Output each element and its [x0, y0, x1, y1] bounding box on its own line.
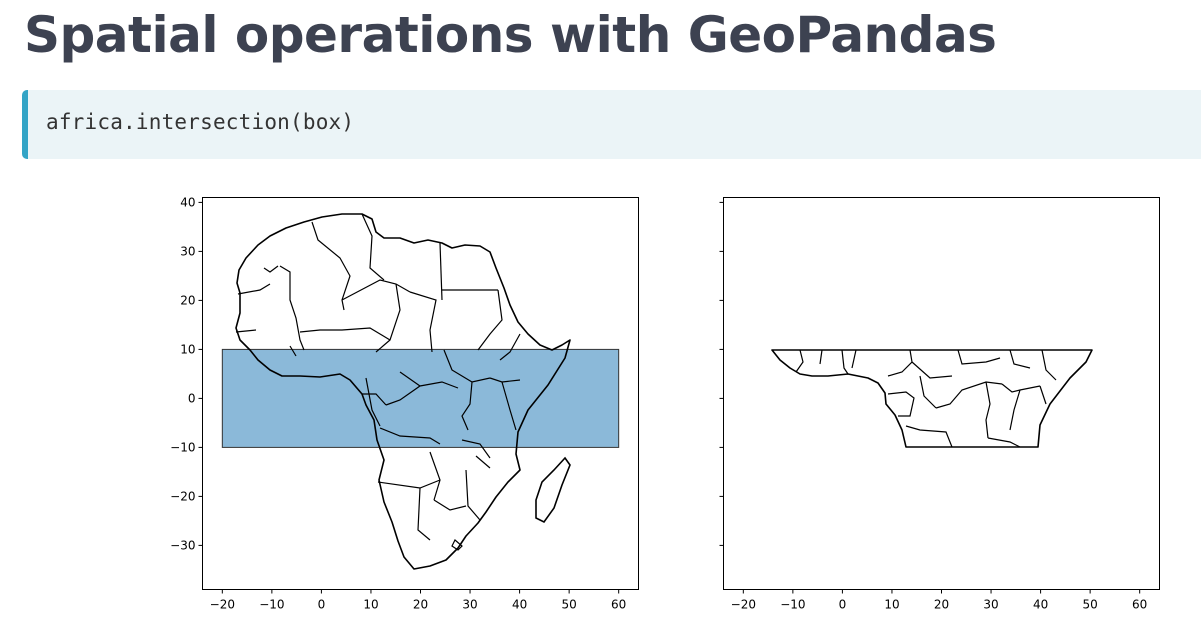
x-tick-label: 40 [512, 598, 527, 612]
code-text: africa.intersection(box) [46, 110, 355, 134]
x-tick-label: 30 [462, 598, 477, 612]
x-tick-label: 0 [839, 598, 847, 612]
y-tick-label: −10 [170, 440, 195, 454]
y-tick-label: 40 [180, 195, 195, 209]
left-africa-outline [235, 213, 571, 570]
x-tick-label: 0 [318, 598, 326, 612]
x-tick-label: 20 [934, 598, 949, 612]
right-intersection-outline [771, 349, 1093, 448]
page-title: Spatial operations with GeoPandas [24, 6, 997, 64]
y-tick-label: −20 [170, 489, 195, 503]
y-tick-label: −30 [170, 538, 195, 552]
left-yticks: 40 30 20 10 0 −10 −20 −30 [170, 195, 203, 552]
right-borders [795, 349, 1057, 448]
left-xticks: −20 −10 0 10 20 30 40 50 60 [210, 589, 626, 612]
x-tick-label: 60 [611, 598, 626, 612]
figure: −20 −10 0 10 20 30 40 50 60 40 30 20 10 0 −10 −20 −30 [170, 195, 1160, 612]
left-axes: −20 −10 0 10 20 30 40 50 60 40 30 20 10 0 −10 −20 −30 [170, 195, 639, 612]
x-tick-label: 10 [363, 598, 378, 612]
x-tick-label: −10 [259, 598, 284, 612]
code-block: africa.intersection(box) [22, 90, 1201, 159]
x-tick-label: 50 [1082, 598, 1097, 612]
intersection-box [221, 348, 620, 448]
x-tick-label: 30 [983, 598, 998, 612]
x-tick-label: 20 [413, 598, 428, 612]
y-tick-label: 20 [180, 293, 195, 307]
x-tick-label: 10 [884, 598, 899, 612]
x-tick-label: −20 [210, 598, 235, 612]
y-tick-label: 30 [180, 244, 195, 258]
right-xticks: −20 −10 0 10 20 30 40 50 60 [731, 589, 1147, 612]
left-box [221, 348, 620, 448]
x-tick-label: −10 [780, 598, 805, 612]
x-tick-label: 50 [561, 598, 576, 612]
x-tick-label: 40 [1033, 598, 1048, 612]
x-tick-label: 60 [1132, 598, 1147, 612]
y-tick-label: 0 [188, 391, 196, 405]
left-madagascar [535, 456, 571, 524]
left-borders [235, 213, 521, 551]
x-tick-label: −20 [731, 598, 756, 612]
right-yticks [719, 201, 724, 546]
y-tick-label: 10 [180, 342, 195, 356]
right-axes: −20 −10 0 10 20 30 40 50 60 [719, 197, 1160, 612]
right-axes-frame [723, 197, 1160, 590]
